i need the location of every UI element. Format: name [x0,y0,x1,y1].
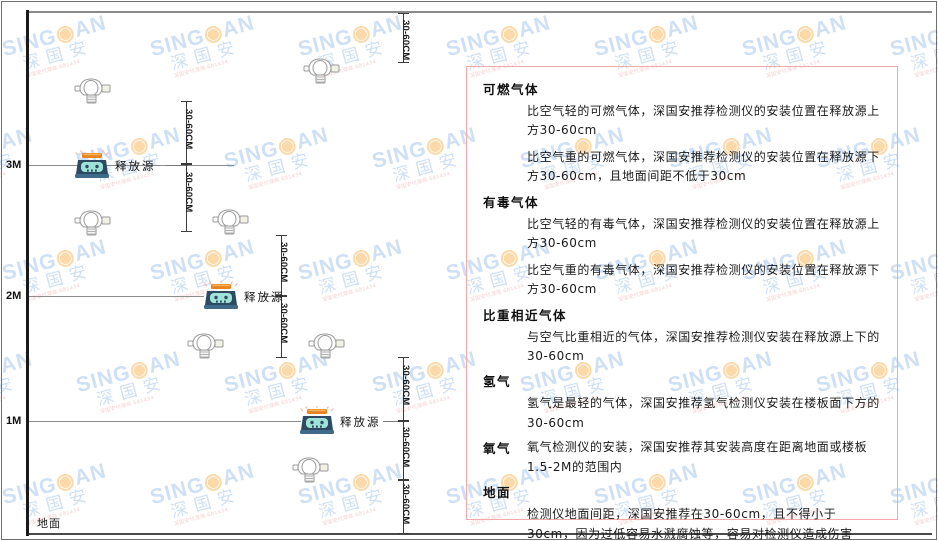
panel-paragraph: 检测仪地面间距，深国安推荐在30-60cm，且不得小于30cm，因为过低容易水溅… [527,507,853,541]
panel-section: 氢气 氢气是最轻的气体，深国安推荐氢气检测仪安装在楼板面下方的30-60cm [483,371,883,433]
release-source-label: 释放源 [340,415,381,429]
release-source-label: 释放源 [115,159,156,173]
panel-section: 地面 检测仪地面间距，深国安推荐在30-60cm，且不得小于30cm，因为过低容易… [483,482,883,541]
panel-section: 比重相近气体与空气比重相近的气体，深国安推荐检测仪安装在释放源上下的30-60c… [483,305,883,367]
gas-detector-icon [298,48,346,86]
panel-section-title: 氧气 [483,441,512,457]
floor-line [27,533,932,535]
panel-section: 氧气 氧气检测仪的安装，深国安推荐其安装高度在距离地面或楼板1.5-2M的范围内 [483,438,883,477]
info-panel: 可燃气体比空气轻的可燃气体，深国安推荐检测仪的安装位置在释放源上方30-60cm… [466,66,898,541]
ceiling-line [27,11,932,13]
dimension-label: 30-60CM [400,427,411,468]
leader-3m [166,165,188,166]
gas-detector-icon [69,68,117,106]
panel-section: 可燃气体比空气轻的可燃气体，深国安推荐检测仪的安装位置在释放源上方30-60cm… [483,79,883,187]
panel-section-body: 检测仪地面间距，深国安推荐在30-60cm，且不得小于30cm，因为过低容易水溅… [527,505,883,541]
panel-section-title: 比重相近气体 [483,307,568,323]
panel-section-body: 氧气检测仪的安装，深国安推荐其安装高度在距离地面或楼板1.5-2M的范围内 [527,438,883,477]
level-line-3m [29,165,234,166]
release-source-icon [203,280,239,311]
level-label-1m: 1M [6,415,22,427]
dimension-label: 30-60CM [278,242,289,283]
dimension-label: 30-60CM [183,172,194,213]
gas-detector-icon [287,447,335,485]
panel-section-body: 比空气轻的可燃气体，深国安推荐检测仪的安装位置在释放源上方30-60cm 比空气重… [527,102,883,187]
panel-paragraph: 与空气比重相近的气体，深国安推荐检测仪安装在释放源上下的30-60cm [527,329,880,363]
release-source-icon [74,149,110,180]
dimension-label: 30-60CM [400,365,411,406]
ground-label: 地面 [37,517,61,530]
panel-paragraph: 比空气重的有毒气体，深国安推荐检测仪的安装位置在释放源下方30-60cm [527,262,880,297]
gas-detector-icon [303,323,351,361]
gas-detector-icon [182,323,230,361]
panel-paragraph: 比空气轻的有毒气体，深国安推荐检测仪的安装位置在释放源上方30-60cm [527,216,880,251]
panel-section-title: 地面 [483,485,512,501]
panel-paragraph: 氢气是最轻的气体，深国安推荐氢气检测仪安装在楼板面下方的30-60cm [527,396,880,430]
level-line-2m [29,296,204,297]
dimension-label: 30-60CM [400,484,411,525]
leader-1m [383,421,405,422]
panel-section: 有毒气体比空气轻的有毒气体，深国安推荐检测仪的安装位置在释放源上方30-60cm… [483,192,883,300]
dimension-label: 30-60CM [183,109,194,150]
gas-detector-icon [69,200,117,238]
dimension-label: 30-60CM [400,20,411,61]
leader-2m [262,296,284,297]
panel-section-title: 有毒气体 [483,194,540,210]
panel-section-title: 可燃气体 [483,82,540,97]
level-label-2m: 2M [6,290,22,302]
panel-section-body: 比空气轻的有毒气体，深国安推荐检测仪的安装位置在释放源上方30-60cm 比空气重… [527,215,883,300]
panel-section-body: 与空气比重相近的气体，深国安推荐检测仪安装在释放源上下的30-60cm [527,328,883,367]
gas-detector-icon [207,199,255,237]
release-source-icon [299,405,335,436]
dimension-label: 30-60CM [278,303,289,344]
wall-line [26,10,29,536]
panel-section-body: 氢气是最轻的气体，深国安推荐氢气检测仪安装在楼板面下方的30-60cm [527,394,883,433]
level-line-1m [29,421,301,422]
level-label-3m: 3M [6,159,22,171]
release-source-label: 释放源 [244,290,285,304]
panel-paragraph: 氧气检测仪的安装，深国安推荐其安装高度在距离地面或楼板1.5-2M的范围内 [527,440,868,474]
panel-section-title: 氢气 [483,374,512,390]
panel-paragraph: 比空气重的可燃气体，深国安推荐检测仪的安装位置在释放源下方30-60cm，且地面… [527,149,880,184]
panel-paragraph: 比空气轻的可燃气体，深国安推荐检测仪的安装位置在释放源上方30-60cm [527,104,880,138]
